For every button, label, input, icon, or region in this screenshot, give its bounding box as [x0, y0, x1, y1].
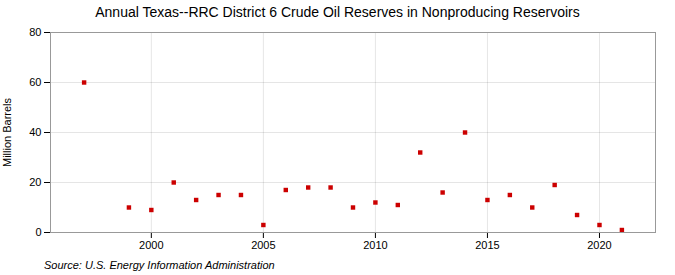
- svg-text:80: 80: [29, 26, 41, 38]
- svg-text:0: 0: [35, 226, 41, 238]
- svg-text:40: 40: [29, 126, 41, 138]
- svg-text:60: 60: [29, 76, 41, 88]
- svg-text:2020: 2020: [587, 239, 611, 251]
- html-text:Annual Texas--RRC District 6 C: Annual Texas--RRC District 6 Crude Oil R…: [95, 4, 580, 20]
- svg-text:2000: 2000: [139, 239, 163, 251]
- svg-text:2005: 2005: [251, 239, 275, 251]
- svg-text:20: 20: [29, 176, 41, 188]
- svg-text:2010: 2010: [363, 239, 387, 251]
- svg-text:2015: 2015: [475, 239, 499, 251]
- svg-text:Million Barrels: Million Barrels: [1, 97, 13, 167]
- html-text:Source: U.S. Energy Informatio: Source: U.S. Energy Information Administ…: [44, 259, 275, 271]
